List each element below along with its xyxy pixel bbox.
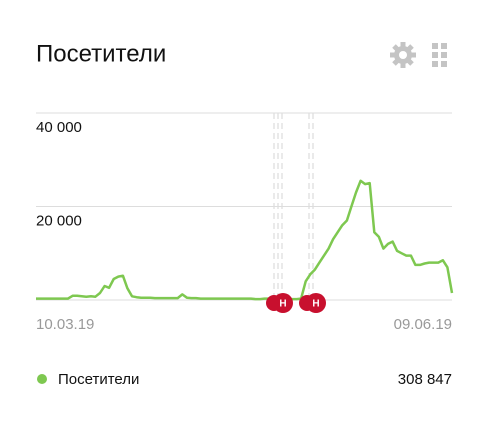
plot: 40 000 20 000 10.03.19 09.06.19 [36,112,454,333]
legend-label: Посетители [58,371,139,388]
event-marker[interactable]: Н [299,293,326,313]
total-value: 308 847 [398,371,452,388]
y-tick-label: 40 000 [36,119,82,136]
event-label: Н [312,299,319,310]
widget-title: Посетители [36,40,166,67]
legend: Посетители 308 847 [37,371,452,388]
event-label: Н [279,299,286,310]
settings-icon[interactable] [390,42,416,68]
drag-icon[interactable] [432,43,447,67]
gear-hole [399,51,407,59]
y-tick-label: 20 000 [36,212,82,229]
x-tick-label: 10.03.19 [36,316,94,333]
legend-swatch [37,374,47,384]
x-tick-label: 09.06.19 [394,316,452,333]
series-line [36,179,454,301]
event-marker[interactable]: Н [266,293,293,313]
